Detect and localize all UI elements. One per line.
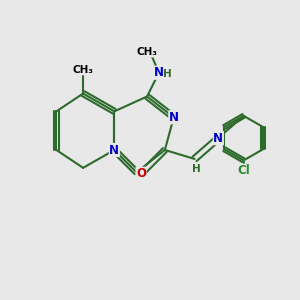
Text: N: N <box>109 143 119 157</box>
Text: Cl: Cl <box>237 164 250 177</box>
Text: CH₃: CH₃ <box>73 65 94 75</box>
Text: CH₃: CH₃ <box>136 47 158 57</box>
Text: H: H <box>163 69 172 79</box>
Text: N: N <box>169 111 179 124</box>
Text: N: N <box>154 66 164 79</box>
Text: O: O <box>136 167 146 180</box>
Text: N: N <box>213 132 224 145</box>
Text: H: H <box>192 164 200 174</box>
